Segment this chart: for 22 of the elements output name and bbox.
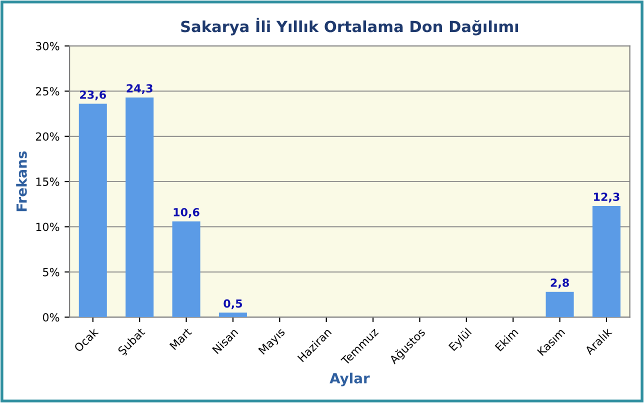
y-axis-title: Frekans	[16, 151, 27, 212]
data-label: 10,6	[174, 208, 200, 218]
data-label: 24,3	[126, 84, 152, 94]
data-label: 0,5	[224, 299, 242, 310]
y-tick-label: 25%	[36, 87, 60, 96]
y-tick-label: 0%	[42, 313, 60, 322]
x-axis-title: Aylar	[330, 372, 370, 386]
bar	[218, 312, 247, 318]
bar	[172, 221, 200, 318]
data-label: 23,6	[80, 90, 106, 100]
y-tick-label: 15%	[36, 178, 60, 186]
bar	[126, 97, 154, 318]
y-tick-label: 20%	[36, 132, 60, 141]
bar	[592, 206, 620, 318]
y-tick-label: 30%	[36, 42, 60, 50]
bar	[546, 292, 574, 318]
data-label: 12,3	[594, 192, 620, 202]
data-label: 2,8	[550, 278, 569, 288]
bar	[78, 104, 107, 318]
y-tick-label: 5%	[43, 268, 60, 276]
chart-title: Sakarya İli Yıllık Ortalama Don Dağılımı	[181, 18, 518, 36]
y-tick-label: 10%	[36, 222, 60, 232]
